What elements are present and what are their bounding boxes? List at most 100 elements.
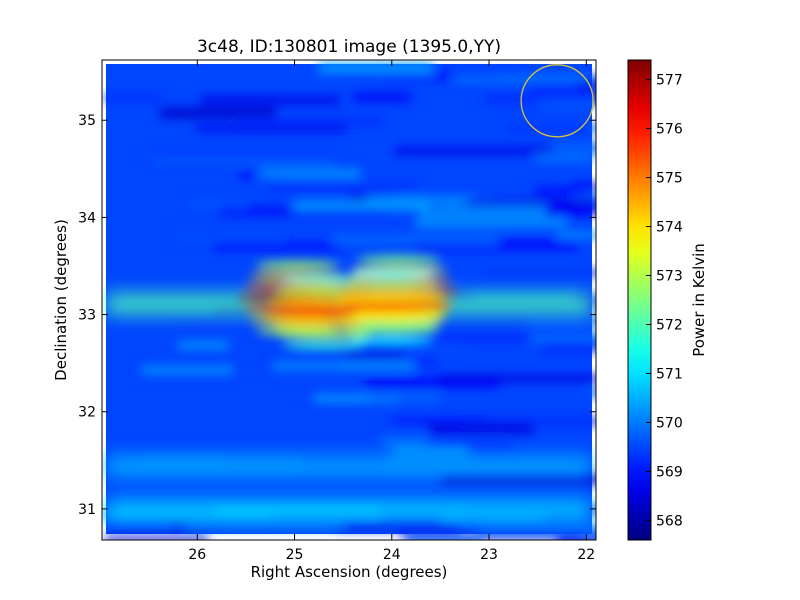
heatmap-streak xyxy=(531,85,596,93)
heatmap-streak xyxy=(200,96,340,105)
colorbar-label: Power in Kelvin xyxy=(690,243,708,357)
heatmap-fringe xyxy=(269,319,378,328)
colorbar-tick-label: 568 xyxy=(656,513,683,529)
heatmap-streak xyxy=(394,147,551,155)
heatmap-streak xyxy=(271,361,415,371)
heatmap-streak xyxy=(347,341,464,352)
heatmap-streak xyxy=(334,522,461,531)
heatmap-fringe xyxy=(343,281,440,290)
heatmap-streak xyxy=(486,93,596,104)
heatmap-fringe xyxy=(281,341,366,350)
heatmap-streak xyxy=(400,532,587,540)
chart-title: 3c48, ID:130801 image (1395.0,YY) xyxy=(197,37,501,57)
x-axis-label: Right Ascension (degrees) xyxy=(251,563,448,581)
colorbar-tick-label: 569 xyxy=(656,464,683,480)
heatmap-streak xyxy=(557,231,596,239)
heatmap-streak xyxy=(441,474,596,485)
colorbar-tick-label: 576 xyxy=(656,122,683,138)
heatmap-streak xyxy=(380,436,428,447)
heatmap-fringe xyxy=(275,330,372,339)
heatmap-fringe xyxy=(337,314,446,323)
heatmap-fringe xyxy=(343,325,440,334)
heatmap-fringe xyxy=(349,336,434,345)
colorbar-tick-label: 572 xyxy=(656,317,683,333)
heatmap-streak xyxy=(554,142,596,153)
colorbar-tick-label: 574 xyxy=(656,220,683,236)
heatmap-peak xyxy=(365,303,418,312)
heatmap-band xyxy=(106,498,592,521)
heatmap-streak xyxy=(177,341,229,349)
heatmap-streak xyxy=(188,201,246,208)
heatmap-fringe xyxy=(349,270,434,279)
heatmap-streak xyxy=(545,204,596,216)
heatmap-streak xyxy=(184,322,327,332)
heatmap-streak xyxy=(353,92,412,102)
heatmap-streak xyxy=(272,366,343,374)
heatmap-streak xyxy=(346,351,405,358)
colorbar-tick-label: 573 xyxy=(656,269,683,285)
colorbar-axis: 568 569 570 571 572 573 574 575 576 577 xyxy=(646,73,683,529)
heatmap-streak xyxy=(293,200,429,211)
heatmap-streak xyxy=(573,193,596,204)
heatmap-streak xyxy=(453,75,587,83)
y-axis-label: Declination (degrees) xyxy=(52,219,70,381)
x-tick-label: 23 xyxy=(480,547,498,563)
heatmap-image xyxy=(102,62,596,540)
y-axis: 31 32 33 34 35 xyxy=(78,113,596,518)
heatmap-streak xyxy=(427,423,534,434)
plot-area xyxy=(102,60,596,540)
heatmap-streak xyxy=(592,306,596,314)
colorbar-tick-label: 570 xyxy=(656,415,683,431)
heatmap-streak xyxy=(160,107,276,119)
heatmap-streak xyxy=(392,446,468,458)
colorbar-tick-label: 571 xyxy=(656,366,683,382)
y-tick-label: 31 xyxy=(78,502,96,518)
colorbar xyxy=(627,59,652,541)
heatmap-band xyxy=(106,455,592,478)
heatmap-streak xyxy=(573,81,596,89)
heatmap-fringe xyxy=(281,275,366,284)
heatmap-streak xyxy=(573,182,596,190)
heatmap-streak xyxy=(313,394,399,403)
heatmap-bands xyxy=(106,292,592,521)
heatmap-streak xyxy=(483,269,596,277)
heatmap-streak xyxy=(173,233,284,241)
heatmap-streak xyxy=(238,171,279,179)
x-tick-label: 22 xyxy=(577,547,595,563)
beam-circle xyxy=(520,64,594,138)
heatmap-streak xyxy=(187,521,344,529)
heatmap-streak xyxy=(464,199,596,207)
heatmap-streak xyxy=(435,439,513,451)
heatmap-streak xyxy=(588,387,596,398)
y-tick-label: 33 xyxy=(78,308,96,324)
heatmap-streak xyxy=(267,184,420,192)
annotations xyxy=(520,64,594,138)
heatmap-streak xyxy=(529,333,596,344)
heatmap-streak xyxy=(535,186,584,196)
heatmap-streak xyxy=(153,150,336,161)
heatmap-streak xyxy=(540,342,596,352)
heatmap-streak xyxy=(235,117,382,126)
heatmap-streak xyxy=(366,195,475,205)
x-axis: 26 25 24 23 22 xyxy=(188,60,595,563)
heatmap-source xyxy=(237,255,459,350)
heatmap-streak xyxy=(503,125,593,133)
y-tick-label: 32 xyxy=(78,405,96,421)
heatmap-streak xyxy=(105,535,209,540)
heatmap-streak xyxy=(259,168,361,179)
heatmap-peak xyxy=(297,308,350,317)
heatmap-streak xyxy=(195,125,347,132)
heatmap-streak xyxy=(434,334,595,343)
heatmap-streak xyxy=(412,239,579,250)
heatmap-fringe xyxy=(356,255,441,264)
heatmap-streak xyxy=(333,234,498,244)
x-tick-label: 24 xyxy=(383,547,401,563)
heatmap-streak xyxy=(528,317,596,326)
heatmap-streak xyxy=(478,524,596,536)
heatmap-streak xyxy=(364,377,500,388)
heatmap-streak xyxy=(439,374,596,383)
colorbar-tick-label: 575 xyxy=(656,171,683,187)
heatmap-streak xyxy=(461,417,596,426)
heatmap-streak xyxy=(414,217,567,228)
